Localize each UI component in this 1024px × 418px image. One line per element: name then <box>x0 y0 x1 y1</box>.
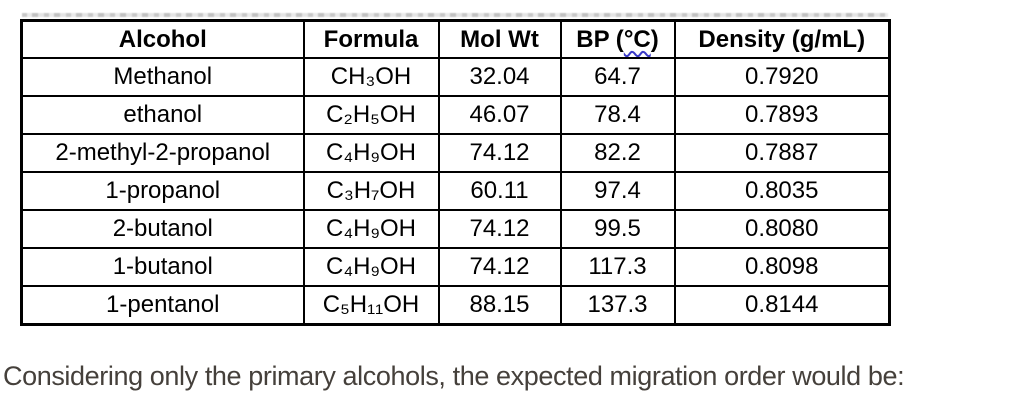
cell-formula: CH₃OH <box>302 57 440 97</box>
table-row-2-butanol: 2-butanol C₄H₉OH 74.12 99.5 0.8080 <box>20 209 891 249</box>
cell-name: Methanol <box>20 57 305 97</box>
header-bp-suffix: ) <box>650 25 659 53</box>
header-formula: Formula <box>302 19 440 59</box>
table-row-1-butanol: 1-butanol C₄H₉OH 74.12 117.3 0.8098 <box>20 247 891 287</box>
cell-mol-wt: 46.07 <box>437 95 562 135</box>
cell-name: 2-butanol <box>20 209 305 249</box>
header-bp: BP (°C) <box>559 19 676 59</box>
header-alcohol: Alcohol <box>20 19 305 59</box>
header-row: Alcohol Formula Mol Wt BP (°C) Density (… <box>20 19 891 59</box>
cell-formula: C₄H₉OH <box>302 133 440 173</box>
cell-bp: 99.5 <box>559 209 676 249</box>
question-text: Considering only the primary alcohols, t… <box>3 361 905 391</box>
alcohol-properties-table: Alcohol Formula Mol Wt BP (°C) Density (… <box>20 19 891 326</box>
cell-bp: 117.3 <box>559 247 676 287</box>
cell-name: 1-pentanol <box>20 285 305 326</box>
cell-formula: C₂H₅OH <box>302 95 440 135</box>
cell-formula: C₅H₁₁OH <box>302 285 440 326</box>
cell-density: 0.7893 <box>673 95 891 135</box>
cell-bp: 97.4 <box>559 171 676 211</box>
cell-formula: C₃H₇OH <box>302 171 440 211</box>
cell-bp: 82.2 <box>559 133 676 173</box>
cell-formula: C₄H₉OH <box>302 209 440 249</box>
cell-density: 0.8144 <box>673 285 891 326</box>
header-bp-unit-spellcheck: °C <box>623 25 651 53</box>
cell-name: 1-butanol <box>20 247 305 287</box>
cell-bp: 78.4 <box>559 95 676 135</box>
table-row-ethanol: ethanol C₂H₅OH 46.07 78.4 0.7893 <box>20 95 891 135</box>
cell-name: 2-methyl-2-propanol <box>20 133 305 173</box>
cell-mol-wt: 74.12 <box>437 133 562 173</box>
cell-formula: C₄H₉OH <box>302 247 440 287</box>
cell-density: 0.8080 <box>673 209 891 249</box>
cell-bp: 64.7 <box>559 57 676 97</box>
cell-density: 0.7887 <box>673 133 891 173</box>
scan-artifact-line <box>22 13 888 17</box>
cell-density: 0.8098 <box>673 247 891 287</box>
cell-mol-wt: 74.12 <box>437 209 562 249</box>
cell-mol-wt: 74.12 <box>437 247 562 287</box>
header-density: Density (g/mL) <box>673 19 891 59</box>
header-bp-prefix: BP ( <box>576 25 624 53</box>
cell-density: 0.8035 <box>673 171 891 211</box>
table-row-1-propanol: 1-propanol C₃H₇OH 60.11 97.4 0.8035 <box>20 171 891 211</box>
cell-mol-wt: 88.15 <box>437 285 562 326</box>
cell-mol-wt: 32.04 <box>437 57 562 97</box>
table-row-1-pentanol: 1-pentanol C₅H₁₁OH 88.15 137.3 0.8144 <box>20 285 891 326</box>
cell-bp: 137.3 <box>559 285 676 326</box>
cell-name: 1-propanol <box>20 171 305 211</box>
cell-name: ethanol <box>20 95 305 135</box>
cell-mol-wt: 60.11 <box>437 171 562 211</box>
cell-density: 0.7920 <box>673 57 891 97</box>
header-mol-wt: Mol Wt <box>437 19 562 59</box>
table-row-2-methyl-2-propanol: 2-methyl-2-propanol C₄H₉OH 74.12 82.2 0.… <box>20 133 891 173</box>
table-row-methanol: Methanol CH₃OH 32.04 64.7 0.7920 <box>20 57 891 97</box>
